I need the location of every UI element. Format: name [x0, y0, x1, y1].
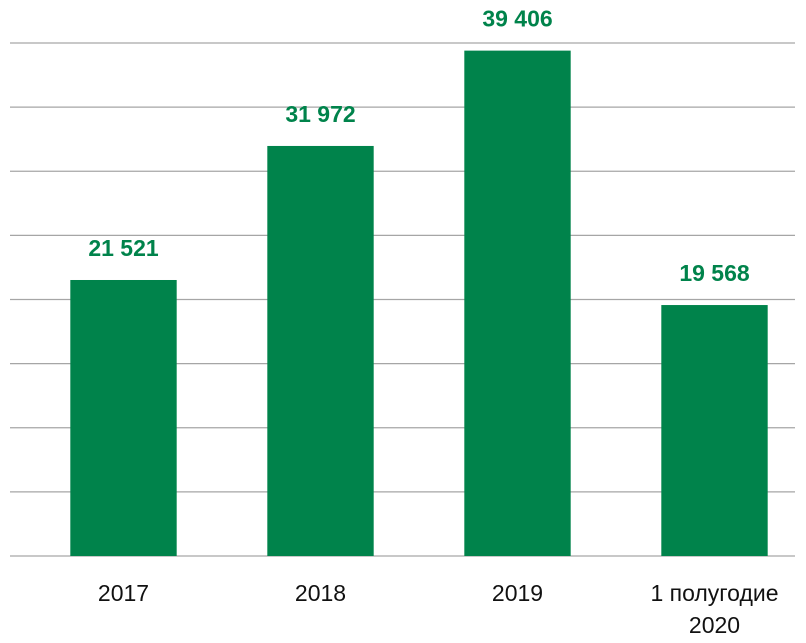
- bar: [70, 279, 177, 556]
- x-tick-label: 2019: [491, 580, 544, 606]
- value-label: 39 406: [482, 6, 552, 32]
- bar: [464, 50, 571, 557]
- x-tick-label: 2017: [97, 580, 150, 606]
- bar: [267, 145, 374, 556]
- x-tick-label: 1 полугодие 2020: [650, 580, 779, 638]
- x-tick-label: 2018: [294, 580, 347, 606]
- bar: [661, 305, 768, 556]
- value-label: 21 521: [88, 235, 159, 261]
- value-label: 31 972: [285, 101, 355, 127]
- value-label: 19 568: [679, 260, 750, 286]
